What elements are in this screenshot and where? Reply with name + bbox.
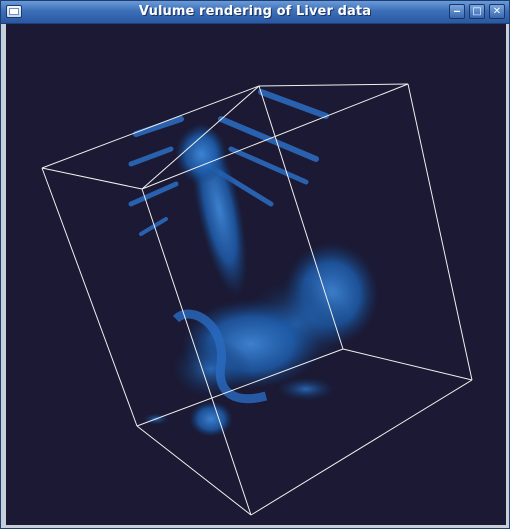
- close-button[interactable]: ✕: [489, 4, 505, 19]
- liver-volume: [128, 89, 379, 437]
- minimize-button[interactable]: ‒: [449, 4, 465, 19]
- window-menu-button[interactable]: [6, 5, 22, 18]
- window-menu-icon: [9, 8, 19, 15]
- bounding-box: [41, 83, 473, 516]
- title-bar[interactable]: Vulume rendering of Liver data ‒ □ ✕: [1, 1, 509, 24]
- render-viewport[interactable]: [6, 24, 506, 525]
- close-icon: ✕: [492, 6, 502, 17]
- minimize-icon: ‒: [453, 6, 461, 17]
- maximize-button[interactable]: □: [469, 4, 485, 19]
- maximize-icon: □: [472, 6, 482, 17]
- volume-render-svg: [41, 83, 473, 516]
- window-title: Vulume rendering of Liver data: [138, 4, 372, 19]
